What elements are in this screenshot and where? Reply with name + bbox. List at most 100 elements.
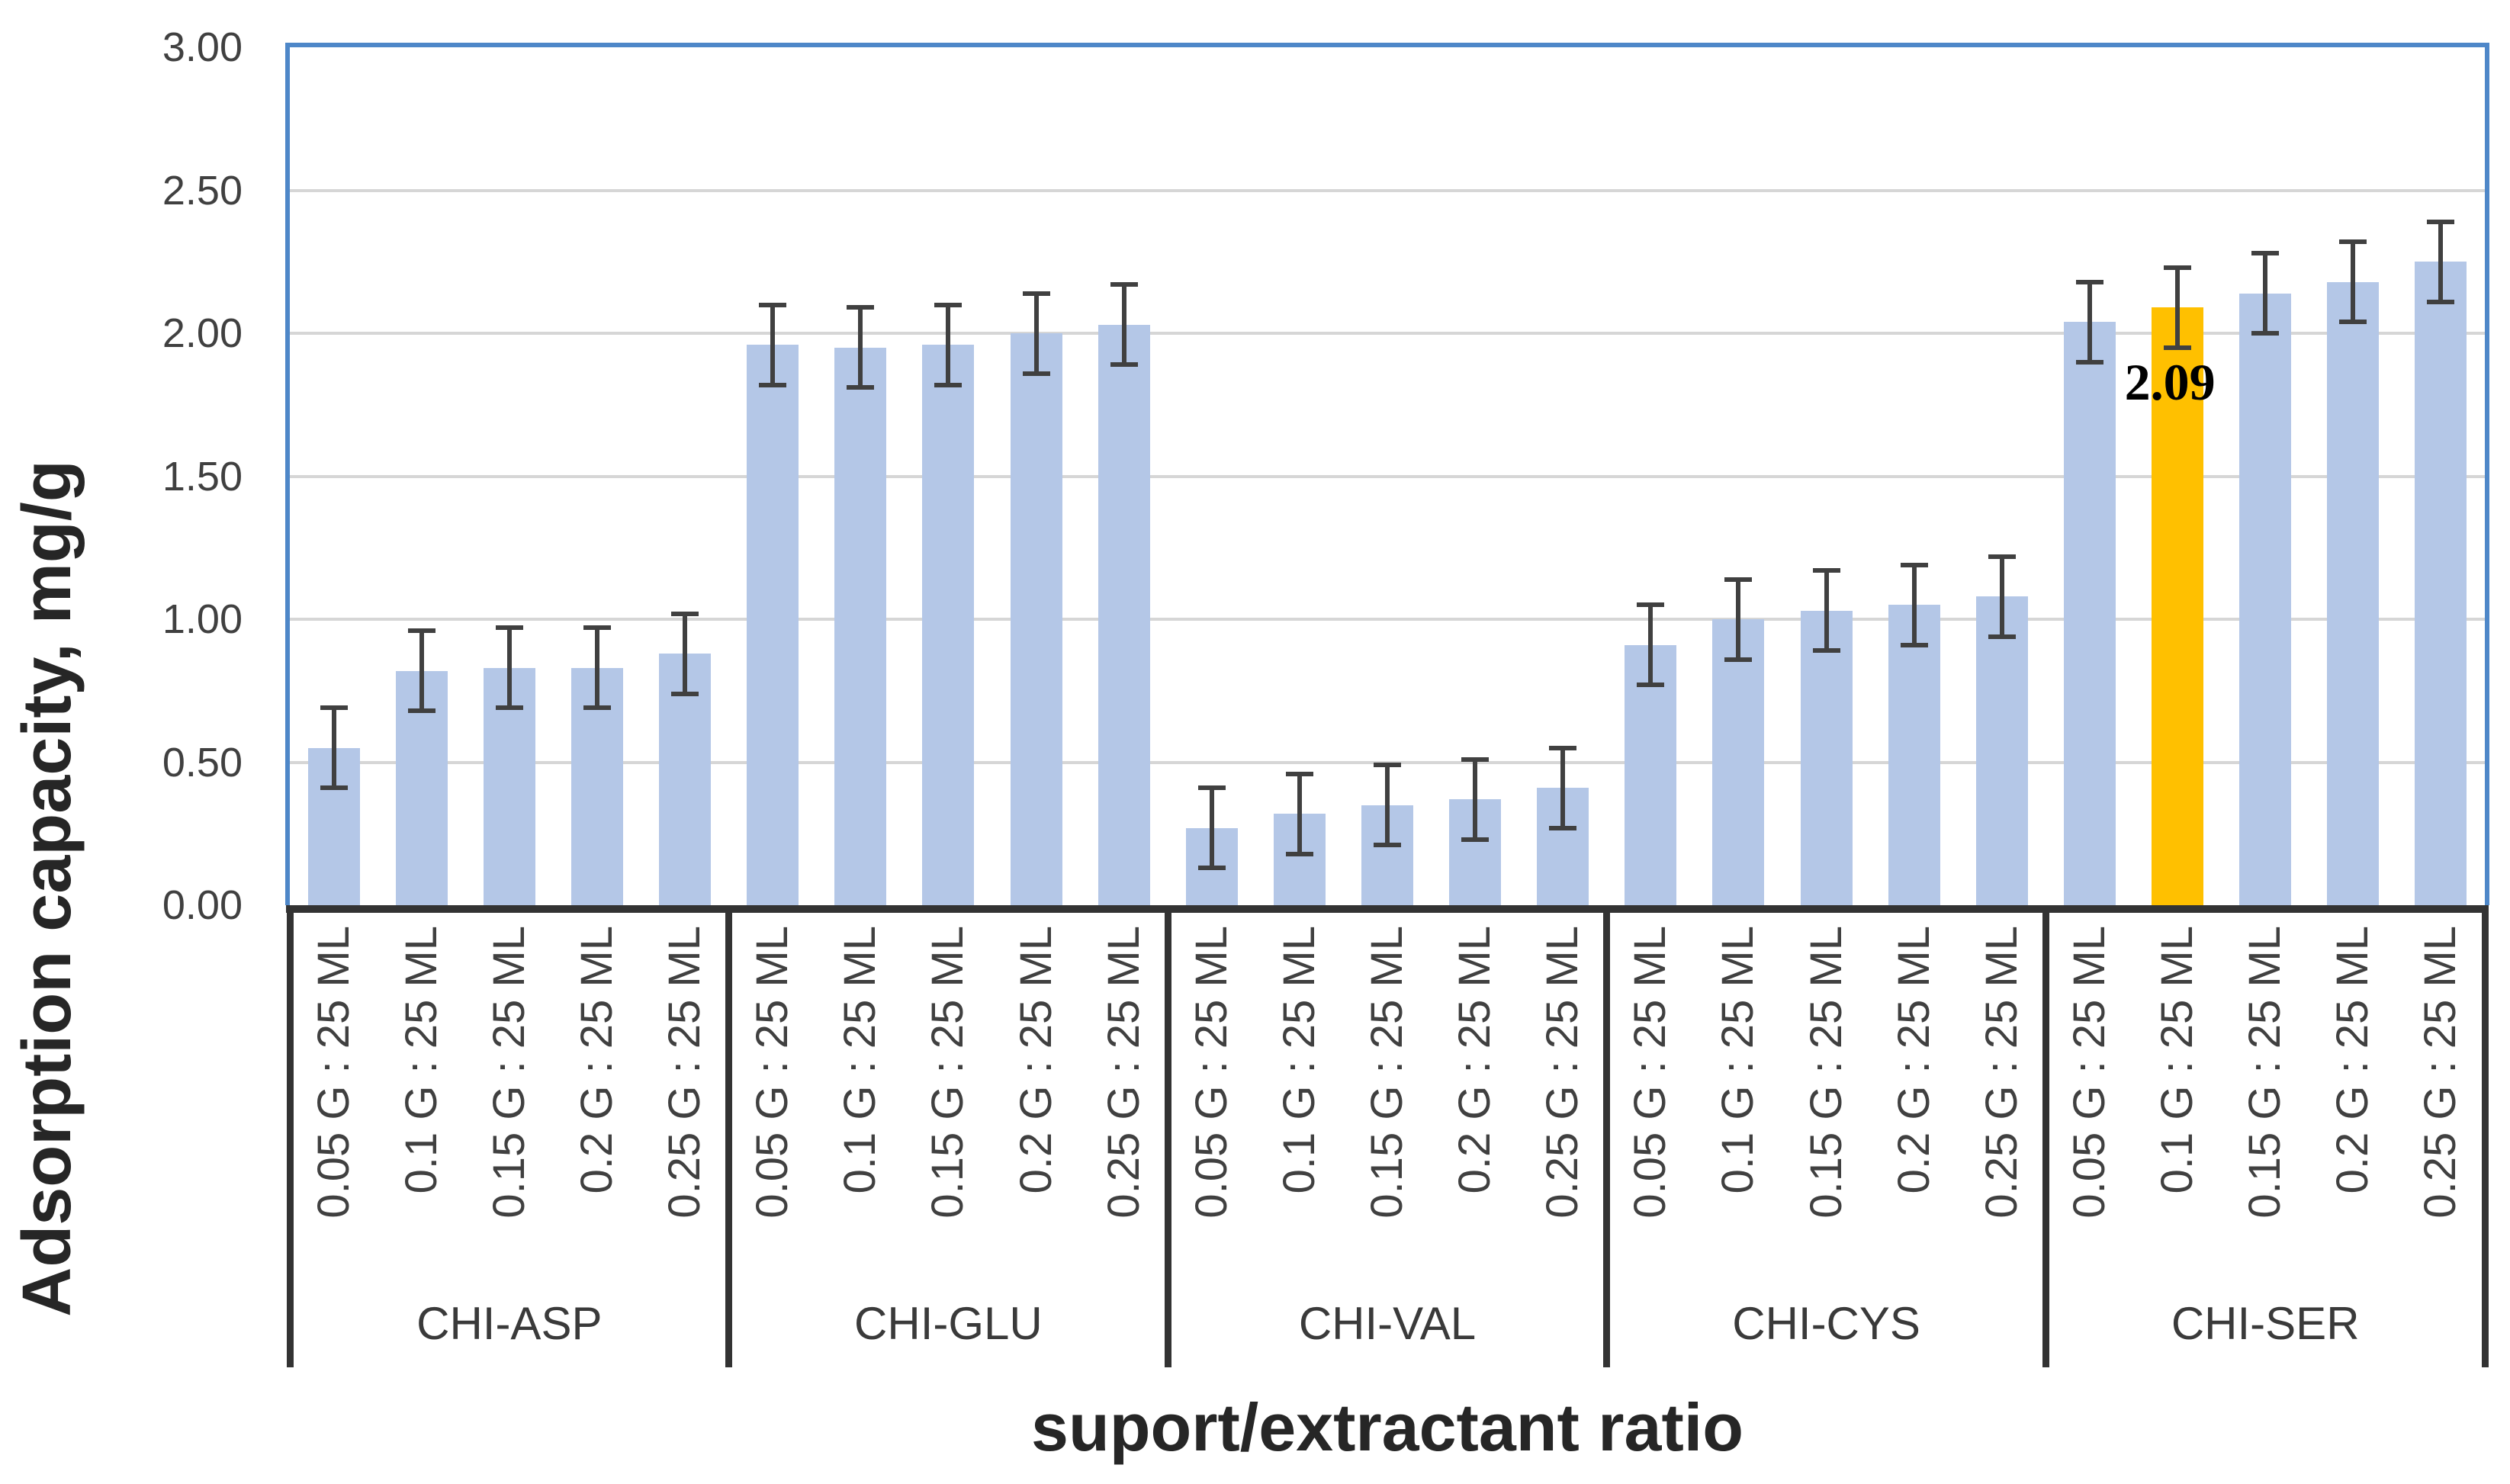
error-bar-cap bbox=[759, 382, 787, 387]
error-bar-cap bbox=[1549, 825, 1577, 830]
category-label: 0.15 G : 25 ML bbox=[1801, 926, 1851, 1219]
category-label: 0.1 G : 25 ML bbox=[396, 926, 446, 1194]
bar bbox=[922, 345, 975, 905]
error-bar-line bbox=[1297, 773, 1302, 854]
error-bar-cap bbox=[2339, 239, 2367, 244]
error-bar-line bbox=[506, 628, 512, 708]
category-label: 0.25 G : 25 ML bbox=[1538, 926, 1588, 1219]
error-bar-line bbox=[2351, 242, 2356, 322]
error-bar-cap bbox=[934, 302, 963, 307]
category-group-divider bbox=[2042, 913, 2049, 1367]
error-bar-cap bbox=[495, 705, 523, 711]
category-group-divider bbox=[1603, 913, 1611, 1367]
error-bar-cap bbox=[320, 705, 348, 711]
data-label-2-09: 2.09 bbox=[2124, 353, 2216, 412]
category-group-divider bbox=[725, 913, 733, 1367]
error-bar-cap bbox=[1110, 362, 1138, 368]
bar-highlighted bbox=[2152, 307, 2204, 905]
error-bar-cap bbox=[2427, 299, 2455, 304]
error-bar-line bbox=[1473, 759, 1478, 840]
group-label: CHI-SER bbox=[2171, 1298, 2360, 1349]
category-label: 0.1 G : 25 ML bbox=[1274, 926, 1324, 1194]
bar bbox=[747, 345, 799, 905]
y-axis-title: Adsorption capacity, mg/g bbox=[9, 460, 85, 1317]
error-bar-cap bbox=[2075, 279, 2103, 284]
category-label: 0.25 G : 25 ML bbox=[1098, 926, 1149, 1219]
error-bar-line bbox=[1033, 293, 1039, 374]
error-bar-cap bbox=[1549, 745, 1577, 750]
error-bar-line bbox=[331, 708, 336, 789]
bar bbox=[2063, 322, 2116, 905]
error-bar-line bbox=[1560, 747, 1566, 828]
error-bar-line bbox=[1121, 284, 1126, 365]
error-bar-cap bbox=[1812, 568, 1840, 573]
error-bar-cap bbox=[2251, 331, 2280, 336]
error-bar-cap bbox=[2251, 251, 2280, 255]
category-label: 0.05 G : 25 ML bbox=[747, 926, 798, 1219]
error-bar-line bbox=[2438, 221, 2444, 302]
category-label: 0.05 G : 25 ML bbox=[1625, 926, 1676, 1219]
group-label: CHI-CYS bbox=[1732, 1298, 1920, 1349]
error-bar-cap bbox=[1900, 562, 1928, 567]
gridline bbox=[290, 760, 2485, 764]
category-group-divider bbox=[1164, 913, 1171, 1367]
category-label: 0.2 G : 25 ML bbox=[2328, 926, 2378, 1194]
error-bar-line bbox=[419, 631, 424, 711]
category-label: 0.1 G : 25 ML bbox=[835, 926, 885, 1194]
error-bar-cap bbox=[2339, 320, 2367, 324]
error-bar-cap bbox=[759, 302, 787, 307]
error-bar-cap bbox=[1110, 282, 1138, 287]
error-bar-line bbox=[1999, 556, 2004, 637]
error-bar-cap bbox=[1197, 785, 1226, 791]
error-bar-line bbox=[770, 304, 776, 385]
error-bar-cap bbox=[671, 691, 699, 696]
x-axis-line bbox=[286, 905, 2489, 913]
bar bbox=[1975, 596, 2028, 905]
error-bar-cap bbox=[1197, 866, 1226, 871]
error-bar-cap bbox=[1988, 634, 2016, 639]
y-tick-label: 2.50 bbox=[162, 167, 243, 214]
error-bar-line bbox=[1385, 765, 1390, 846]
category-label: 0.05 G : 25 ML bbox=[1186, 926, 1236, 1219]
error-bar-line bbox=[1911, 564, 1917, 645]
error-bar-cap bbox=[2164, 265, 2192, 270]
error-bar-cap bbox=[1285, 851, 1313, 856]
bar bbox=[1800, 610, 1853, 905]
category-label: 0.2 G : 25 ML bbox=[571, 926, 622, 1194]
error-bar-cap bbox=[1724, 577, 1753, 582]
error-bar-cap bbox=[407, 708, 435, 713]
gridline bbox=[290, 188, 2485, 192]
y-tick-label: 3.00 bbox=[162, 24, 243, 70]
error-bar-line bbox=[2263, 253, 2268, 333]
error-bar-line bbox=[594, 628, 599, 708]
category-label: 0.25 G : 25 ML bbox=[660, 926, 710, 1219]
error-bar-line bbox=[1736, 579, 1741, 660]
error-bar-cap bbox=[847, 305, 875, 310]
group-label: CHI-ASP bbox=[416, 1298, 603, 1349]
category-label: 0.05 G : 25 ML bbox=[308, 926, 358, 1219]
error-bar-cap bbox=[671, 611, 699, 616]
category-label: 0.15 G : 25 ML bbox=[484, 926, 534, 1219]
error-bar-cap bbox=[2427, 219, 2455, 224]
error-bar-line bbox=[2087, 281, 2092, 362]
category-group-divider bbox=[286, 913, 294, 1367]
error-bar-cap bbox=[1461, 837, 1490, 842]
error-bar-cap bbox=[1637, 683, 1665, 688]
error-bar-cap bbox=[583, 625, 611, 631]
error-bar-cap bbox=[847, 385, 875, 390]
y-tick-label: 0.50 bbox=[162, 739, 243, 785]
category-label: 0.25 G : 25 ML bbox=[2415, 926, 2466, 1219]
error-bar-line bbox=[1648, 605, 1654, 686]
error-bar-cap bbox=[1374, 763, 1401, 768]
bar bbox=[2239, 293, 2292, 905]
error-bar-cap bbox=[583, 705, 611, 711]
error-bar-line bbox=[683, 613, 688, 694]
error-bar-line bbox=[946, 304, 951, 385]
gridline bbox=[290, 474, 2485, 478]
bar bbox=[1712, 619, 1765, 905]
error-bar-cap bbox=[1022, 371, 1050, 376]
y-tick-label: 0.00 bbox=[162, 882, 243, 928]
